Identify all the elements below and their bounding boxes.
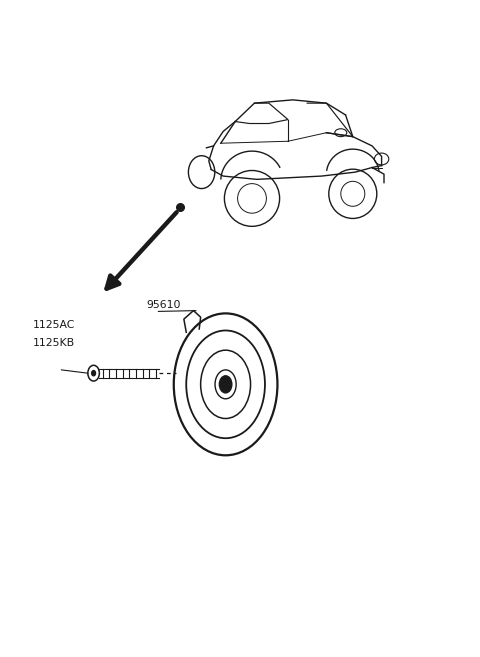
Text: 1125AC: 1125AC (33, 320, 75, 330)
Text: 1125KB: 1125KB (33, 338, 75, 348)
Circle shape (219, 376, 232, 393)
Circle shape (92, 371, 96, 376)
Text: 95610: 95610 (146, 300, 181, 310)
